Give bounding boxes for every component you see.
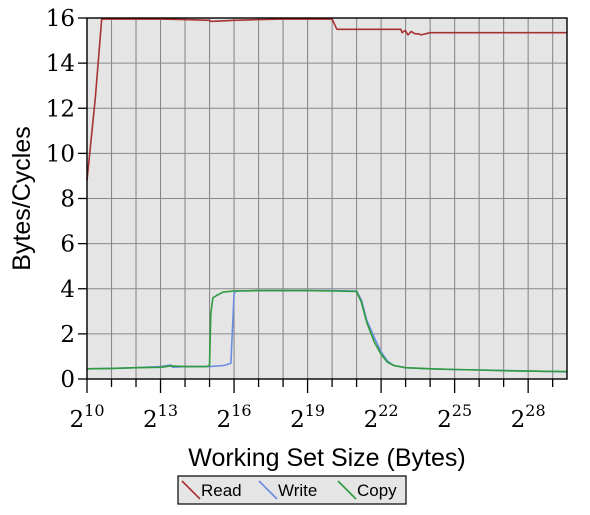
legend-label-write: Write — [278, 481, 317, 500]
series-line-read — [86, 18, 567, 181]
y-tick-label: 10 — [46, 141, 75, 167]
y-tick-label: 16 — [46, 6, 75, 32]
x-tick-exponent: 13 — [158, 401, 178, 420]
legend-swatch-copy — [337, 480, 357, 500]
y-axis-title: Bytes/Cycles — [8, 126, 36, 270]
x-tick-base: 2 — [70, 407, 85, 433]
x-tick-label: 225 — [437, 401, 472, 433]
legend-swatch-read — [181, 480, 201, 500]
x-tick-base: 2 — [364, 407, 379, 433]
series-line-copy — [86, 289, 568, 373]
x-tick-label: 222 — [364, 401, 399, 433]
x-tick-labels: 210 213 216 219 222 225 228 — [70, 401, 546, 433]
axis-ticks — [78, 17, 554, 393]
x-tick-exponent: 25 — [452, 401, 472, 420]
y-tick-label: 4 — [60, 277, 75, 303]
legend-box — [177, 475, 407, 505]
x-tick-label: 216 — [217, 401, 252, 433]
y-tick-label: 0 — [60, 367, 75, 393]
x-axis-title: Working Set Size (Bytes) — [188, 444, 465, 472]
y-tick-labels: 0 2 4 6 8 10 12 14 16 — [46, 6, 75, 393]
x-tick-base: 2 — [143, 407, 158, 433]
x-tick-exponent: 28 — [525, 401, 545, 420]
legend-label-read: Read — [201, 481, 242, 500]
x-tick-base: 2 — [217, 407, 232, 433]
x-tick-exponent: 22 — [378, 401, 398, 420]
legend: Read Write Copy — [177, 475, 407, 505]
x-tick-exponent: 19 — [305, 401, 325, 420]
x-tick-label: 228 — [511, 401, 546, 433]
x-tick-base: 2 — [511, 407, 526, 433]
x-tick-label: 210 — [70, 401, 105, 433]
grid — [86, 17, 567, 380]
x-tick-base: 2 — [437, 407, 452, 433]
x-tick-label: 213 — [143, 401, 178, 433]
x-tick-label: 219 — [290, 401, 325, 433]
y-tick-label: 14 — [46, 51, 75, 77]
series-lines — [86, 18, 568, 373]
y-tick-label: 12 — [46, 96, 75, 122]
y-tick-label: 6 — [60, 232, 75, 258]
x-tick-exponent: 10 — [84, 401, 104, 420]
y-tick-label: 8 — [60, 187, 75, 213]
x-tick-base: 2 — [290, 407, 305, 433]
legend-swatch-write — [258, 480, 278, 500]
legend-label-copy: Copy — [357, 481, 397, 500]
y-tick-label: 2 — [60, 322, 75, 348]
x-tick-exponent: 16 — [231, 401, 251, 420]
